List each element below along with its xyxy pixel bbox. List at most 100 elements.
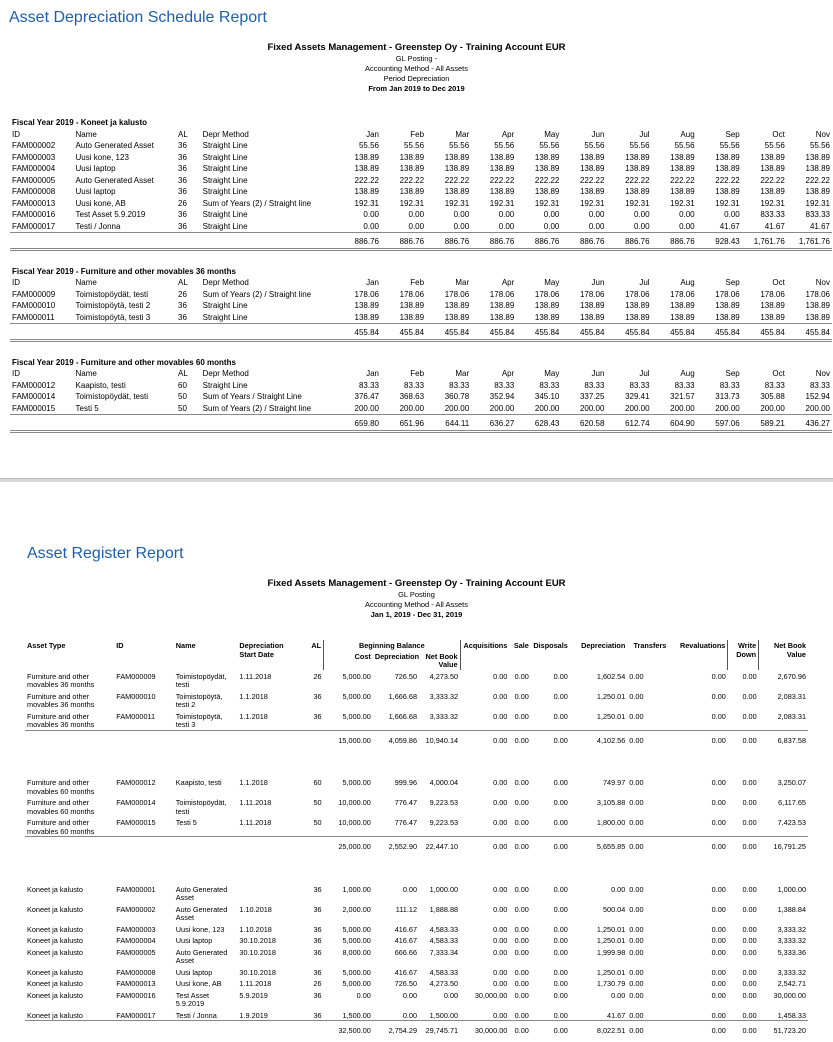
cell: FAM000005 [116,947,156,957]
month-value: 138.89 [534,152,560,162]
cell-al: 36 [178,221,187,231]
asset-row: Koneet ja kalusto FAM000008 Uusi laptop 30.… [25,966,808,978]
asset-row: FAM000015 Testi 5 50 Sum of Years (2) / Str… [10,403,832,415]
cell: 2,670.96 [777,671,806,681]
month-value: 138.89 [444,152,470,162]
header-line: GL Posting [398,590,435,599]
cell-name: Toimistopöytä, testi 3 [75,312,151,322]
total-value: 886.76 [606,232,652,251]
month-value: 321.57 [670,392,695,401]
cell: 0.00 [711,711,726,721]
cell [10,340,832,352]
cell: FAM000009 [116,671,156,681]
column-label: AL [292,640,325,670]
month-value: 83.33 [358,380,379,390]
cell: 0.00 [493,818,508,827]
column-label: Depreciation [581,641,626,650]
cell: Furniture and other movables 36 months [27,691,95,709]
month-value: 178.06 [489,289,515,299]
column-label: Jul [639,369,650,378]
month-value: 55.56 [539,141,560,150]
cell: 0.00 [493,1010,508,1020]
cell: 1.9.2019 [239,1010,268,1020]
cell-method: Sum of Years (2) / Straight line [202,289,312,299]
month-value: 83.33 [719,380,740,390]
cell: FAM000003 [116,924,156,934]
group-title: Fiscal Year 2019 - Koneet ja kalusto [10,112,832,129]
cell: 0.00 [402,1010,418,1020]
column-label: Jun [591,278,605,287]
month-value: 138.89 [444,164,470,173]
header-line: Jan 1, 2019 - Dec 31, 2019 [370,610,463,619]
cell: 0.00 [514,884,529,894]
total-value: 455.84 [606,323,652,342]
column-label: Name [75,129,97,139]
cell: 0.00 [711,671,726,681]
cell: FAM000013 [116,979,156,988]
total-value: 0.00 [460,836,510,858]
cell-id: FAM000009 [12,289,56,299]
cell-name: Auto Generated Asset [75,175,154,185]
cell: FAM000012 [116,778,156,787]
cell-name: Testi 5 [75,403,99,413]
cell-al: 60 [178,380,187,390]
cell: 0.00 [711,884,726,894]
cell: 0.00 [711,967,726,977]
month-value: 138.89 [670,187,695,196]
cell: 1,250.01 [596,924,626,934]
cell: FAM000008 [116,967,156,977]
column-label: Depr Method [202,129,249,139]
cell-name: Uusi laptop [75,187,116,196]
column-label: Depr Method [202,278,249,287]
cell: 0.00 [514,979,529,988]
cell: 1,250.01 [596,967,626,977]
column-label: Aug [680,369,695,378]
total-value: 886.76 [651,232,697,251]
month-value: 55.56 [719,141,740,150]
month-value: 138.89 [444,301,470,310]
column-label: Name [175,641,196,650]
month-value: 138.89 [670,301,695,310]
total-value: 0.00 [727,1020,759,1042]
cell: 36 [313,884,322,894]
cell-method: Straight Line [202,312,248,322]
column-label: Jan [366,129,379,139]
cell: 0.00 [553,924,568,934]
cell-method: Straight Line [202,301,248,310]
month-value: 138.89 [399,312,425,322]
cell: 0.00 [553,711,568,721]
month-value: 178.06 [444,289,470,299]
column-label: Jan [366,278,379,287]
cell: 0.00 [711,924,726,934]
cell: 3,333.32 [429,691,459,701]
column-label: Oct [772,129,785,139]
cell: 5,000.00 [342,671,371,681]
column-label: Sep [725,278,740,287]
cell [237,883,292,903]
asset-row: FAM000012 Kaapisto, testi 60 Straight Line 8… [10,380,832,392]
month-value: 138.89 [399,152,425,162]
cell: 1,000.00 [342,884,371,894]
column-label: Jan [366,369,379,378]
cell: Furniture and other movables 60 months [27,818,95,836]
totals-row: 886.76 886.76 886.76 886.76 886.76 886.76 886.… [10,232,832,251]
cell: 1,800.00 [596,818,626,827]
month-value: 138.89 [805,152,830,162]
column-label: Feb [410,278,425,287]
cell: 0.00 [514,671,529,681]
total-value: 612.74 [606,414,652,433]
month-value: 55.56 [584,141,605,150]
cell: 0.00 [629,778,644,787]
month-value: 0.00 [633,221,650,231]
body: Furniture and other movables 36 months FA… [25,670,808,1042]
month-value: 138.89 [715,152,740,162]
cell-id: FAM000002 [12,141,56,150]
month-value: 138.89 [489,187,515,196]
cell [10,414,336,433]
column-label: ID [12,369,20,378]
cell: Koneet ja kalusto [27,924,83,934]
cell-al: 36 [178,210,187,219]
cell: 0.00 [742,798,757,807]
cell-id: FAM000017 [12,221,56,231]
cell: 36 [313,904,322,914]
